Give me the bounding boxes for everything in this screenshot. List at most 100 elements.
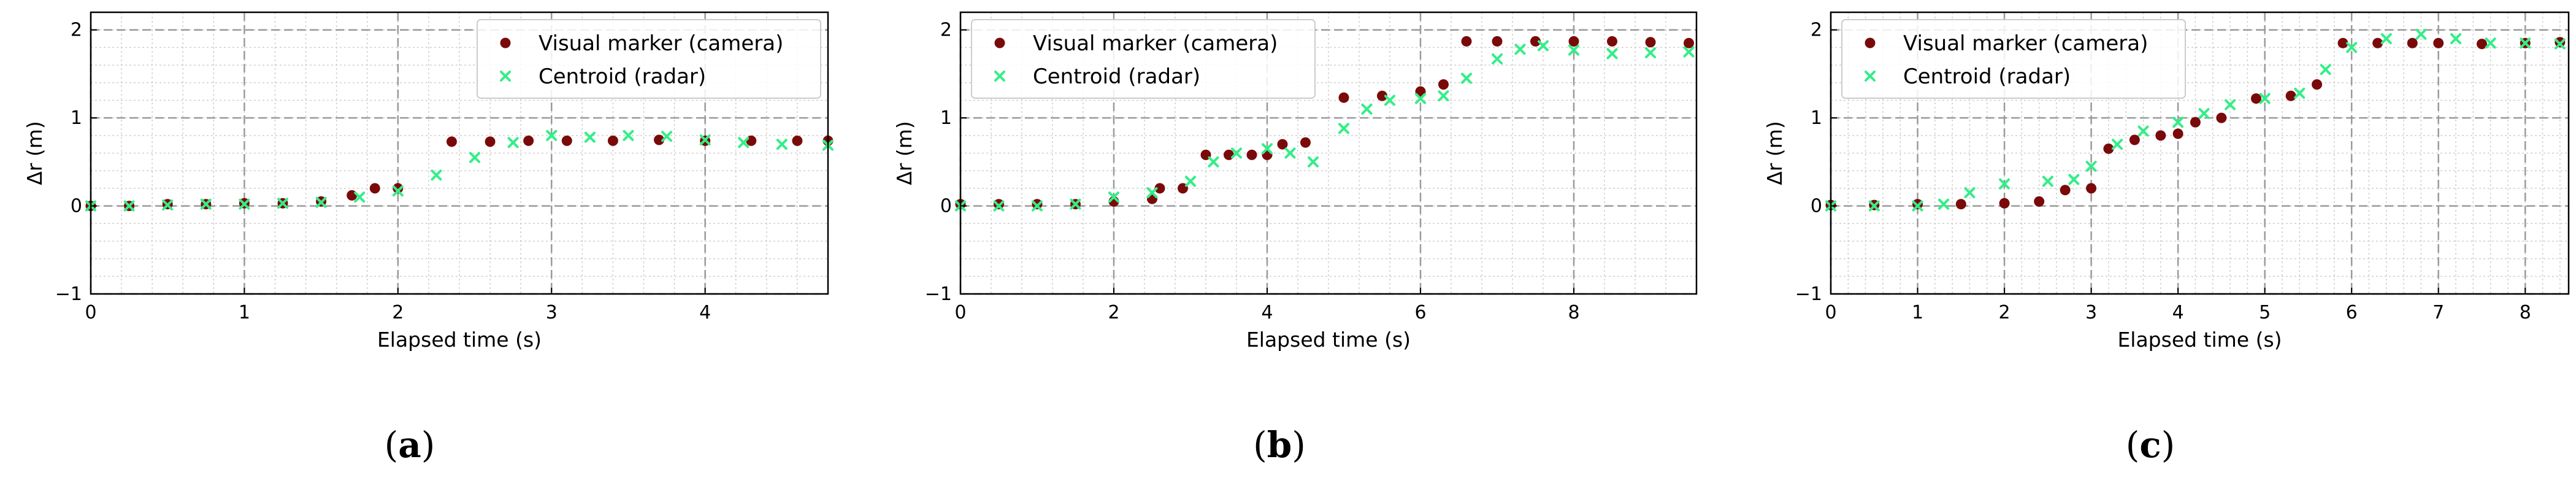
data-point-radar	[1338, 123, 1349, 134]
x-tick-label: 0	[1825, 302, 1836, 323]
panel-caption: (b)	[1253, 424, 1306, 466]
x-tick-label: 6	[2346, 302, 2358, 323]
x-tick-label: 7	[2432, 302, 2444, 323]
caption-letter: a	[398, 424, 421, 466]
data-point-radar	[2042, 175, 2053, 187]
data-point-camera	[2155, 130, 2166, 141]
data-point-camera	[1300, 137, 1311, 148]
y-tick-label: −1	[55, 283, 82, 305]
data-point-camera	[1338, 92, 1349, 103]
data-point-radar	[776, 139, 788, 150]
data-point-camera	[2476, 39, 2487, 50]
data-point-camera	[1438, 79, 1449, 90]
data-point-camera	[2103, 143, 2114, 154]
data-point-camera	[369, 183, 380, 194]
data-point-radar	[2085, 161, 2097, 172]
data-point-radar	[1284, 147, 1296, 159]
data-point-radar	[738, 137, 749, 148]
x-axis-label: Elapsed time (s)	[1246, 328, 1411, 352]
data-point-radar	[315, 196, 327, 208]
data-point-radar	[2554, 38, 2566, 50]
data-point-camera	[2129, 134, 2140, 145]
data-point-radar	[2112, 139, 2123, 150]
legend-marker-camera	[500, 37, 511, 48]
data-point-camera	[654, 134, 665, 145]
data-point-camera	[994, 199, 1004, 210]
data-point-camera	[1955, 199, 1966, 210]
data-point-radar	[1912, 200, 1923, 212]
data-point-camera	[2372, 37, 2383, 48]
x-tick-label: 3	[2085, 302, 2097, 323]
data-point-radar	[162, 199, 174, 211]
legend-marker-camera	[1865, 37, 1876, 48]
x-tick-label: 6	[1414, 302, 1426, 323]
data-point-camera	[393, 183, 404, 194]
data-point-radar	[993, 200, 1005, 212]
data-point-radar	[623, 129, 634, 141]
series-radar	[955, 40, 1695, 212]
caption-paren-open: (	[385, 424, 399, 466]
legend-marker-radar	[1865, 71, 1876, 82]
data-point-radar	[1461, 72, 1472, 84]
data-point-radar	[1108, 191, 1119, 203]
data-point-radar	[1415, 93, 1426, 104]
data-point-radar	[1964, 187, 1976, 199]
data-point-radar	[469, 152, 481, 163]
data-point-camera	[792, 135, 803, 146]
data-point-radar	[1070, 198, 1081, 210]
data-point-camera	[523, 135, 534, 146]
legend: Visual marker (camera) Centroid (radar)	[477, 19, 821, 99]
data-point-radar	[1492, 53, 1503, 65]
y-tick-label: 0	[1811, 196, 1822, 217]
data-point-radar	[1568, 44, 1579, 56]
data-point-camera	[2312, 79, 2323, 90]
series-camera	[955, 36, 1694, 210]
data-point-radar	[2198, 107, 2210, 119]
data-point-radar	[1384, 94, 1395, 106]
series-radar	[1825, 28, 2566, 212]
y-axis-label: Δr (m)	[1763, 121, 1787, 185]
data-point-radar	[1868, 200, 1880, 212]
caption-paren-open: (	[2126, 424, 2140, 466]
data-point-radar	[1146, 187, 1158, 199]
data-point-radar	[200, 198, 212, 210]
data-point-radar	[1606, 48, 1618, 60]
data-point-radar	[2137, 125, 2149, 137]
y-axis-label: Δr (m)	[23, 121, 47, 185]
data-point-radar	[354, 191, 366, 203]
panel-caption: (a)	[385, 424, 435, 466]
x-tick-label: 8	[2520, 302, 2531, 323]
data-point-radar	[546, 129, 558, 141]
y-axis-label: Δr (m)	[892, 121, 916, 185]
data-point-radar	[2294, 87, 2306, 99]
data-point-camera	[1032, 199, 1043, 210]
y-tick-label: 1	[1811, 107, 1822, 129]
caption-paren-close: )	[2161, 424, 2175, 466]
data-point-camera	[485, 136, 496, 147]
legend: Visual marker (camera) Centroid (radar)	[971, 19, 1316, 99]
caption-letter: c	[2139, 424, 2161, 466]
data-point-camera	[1645, 37, 1656, 48]
y-tick-label: −1	[925, 283, 952, 305]
data-point-radar	[431, 169, 442, 181]
data-point-radar	[1438, 90, 1449, 102]
x-axis-label: Elapsed time (s)	[2117, 328, 2282, 352]
plot-frame	[90, 11, 829, 295]
data-point-camera	[1492, 36, 1503, 47]
data-point-radar	[2259, 93, 2271, 104]
data-point-radar	[1938, 198, 1949, 210]
x-tick-label: 1	[1912, 302, 1923, 323]
data-point-camera	[2216, 112, 2227, 123]
data-point-radar	[2520, 37, 2531, 49]
data-point-camera	[1912, 199, 1923, 210]
legend-marker-camera	[994, 37, 1005, 48]
data-point-camera	[1154, 183, 1165, 194]
data-point-camera	[1568, 36, 1579, 47]
data-point-radar	[2320, 64, 2331, 75]
caption-letter: b	[1267, 424, 1292, 466]
y-tick-label: 1	[940, 107, 952, 129]
y-tick-label: 2	[1811, 20, 1822, 41]
data-point-radar	[1361, 103, 1373, 115]
data-point-camera	[607, 135, 618, 146]
